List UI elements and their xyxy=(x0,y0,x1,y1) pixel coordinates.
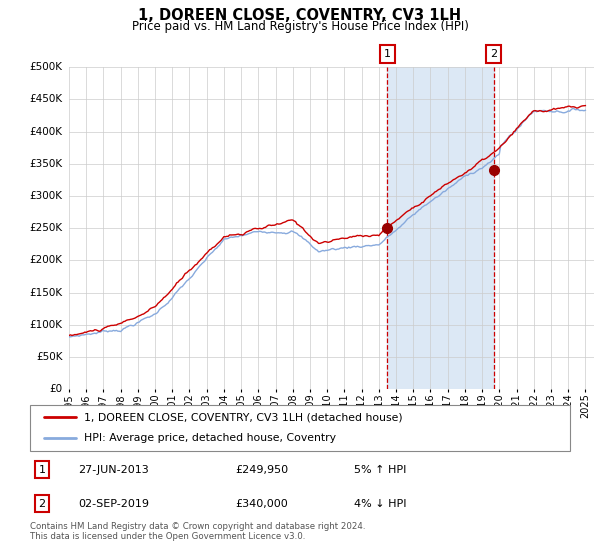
Text: £50K: £50K xyxy=(36,352,63,362)
Text: £0: £0 xyxy=(50,384,63,394)
Text: £340,000: £340,000 xyxy=(235,499,288,509)
Text: 1: 1 xyxy=(38,465,46,475)
Text: 2: 2 xyxy=(490,49,497,59)
Text: HPI: Average price, detached house, Coventry: HPI: Average price, detached house, Cove… xyxy=(84,433,336,444)
Text: £100K: £100K xyxy=(30,320,63,330)
Text: 4% ↓ HPI: 4% ↓ HPI xyxy=(354,499,407,509)
Text: Price paid vs. HM Land Registry's House Price Index (HPI): Price paid vs. HM Land Registry's House … xyxy=(131,20,469,33)
Text: 1, DOREEN CLOSE, COVENTRY, CV3 1LH (detached house): 1, DOREEN CLOSE, COVENTRY, CV3 1LH (deta… xyxy=(84,412,403,422)
FancyBboxPatch shape xyxy=(30,405,570,451)
Text: 1, DOREEN CLOSE, COVENTRY, CV3 1LH: 1, DOREEN CLOSE, COVENTRY, CV3 1LH xyxy=(139,8,461,24)
Text: 1: 1 xyxy=(384,49,391,59)
Text: 2: 2 xyxy=(38,499,46,509)
Text: Contains HM Land Registry data © Crown copyright and database right 2024.
This d: Contains HM Land Registry data © Crown c… xyxy=(30,522,365,542)
Text: 02-SEP-2019: 02-SEP-2019 xyxy=(79,499,149,509)
Text: £250K: £250K xyxy=(29,223,63,233)
Text: £400K: £400K xyxy=(30,127,63,137)
Text: £500K: £500K xyxy=(30,62,63,72)
Bar xyxy=(387,67,494,389)
Text: £200K: £200K xyxy=(30,255,63,265)
Text: £450K: £450K xyxy=(29,95,63,104)
Text: 5% ↑ HPI: 5% ↑ HPI xyxy=(354,465,406,475)
Text: £300K: £300K xyxy=(30,191,63,201)
Text: £249,950: £249,950 xyxy=(235,465,289,475)
Text: £350K: £350K xyxy=(29,159,63,169)
Text: 27-JUN-2013: 27-JUN-2013 xyxy=(79,465,149,475)
Text: £150K: £150K xyxy=(29,288,63,297)
